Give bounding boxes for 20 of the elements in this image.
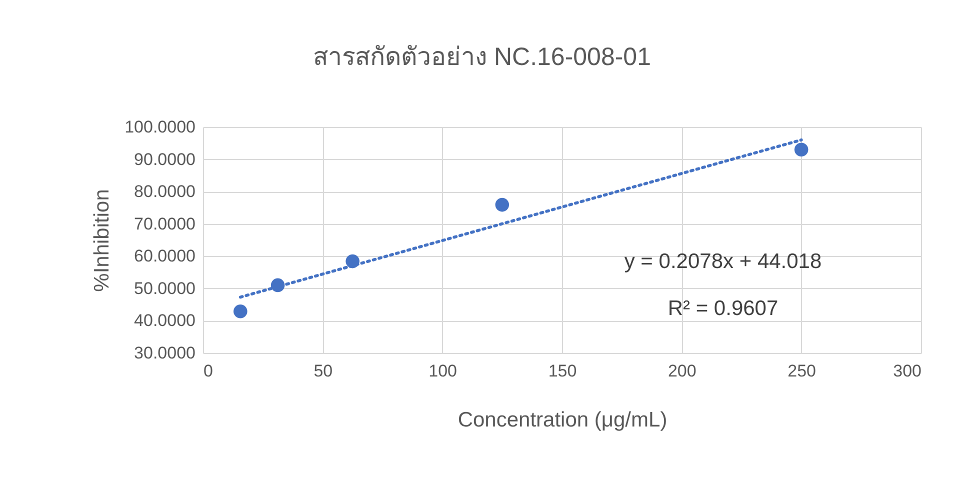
x-tick-label: 50 [314, 362, 333, 380]
y-tick-label: 30.0000 [134, 344, 196, 362]
x-tick-label: 100 [428, 362, 458, 380]
annotation: y = 0.2078x + 44.018 [624, 250, 822, 273]
annotation: R² = 0.9607 [668, 297, 778, 320]
y-tick-label: 40.0000 [134, 311, 196, 330]
y-tick-label: 100.0000 [124, 118, 196, 136]
y-tick-label: 50.0000 [134, 278, 196, 298]
y-axis-title: %Inhibition [90, 189, 114, 292]
y-tick-label: 70.0000 [134, 214, 196, 234]
y-tick-label: 60.0000 [134, 246, 196, 266]
x-tick-label: 250 [788, 362, 816, 380]
x-axis-title: Concentration (μg/mL) [458, 408, 668, 432]
y-tick-label: 90.0000 [134, 150, 196, 169]
chart-title: สารสกัดตัวอย่าง NC.16-008-01 [313, 43, 651, 71]
x-tick-label: 300 [893, 362, 922, 380]
x-tick-label: 150 [548, 362, 577, 380]
x-tick-label: 0 [204, 362, 213, 380]
y-tick-label: 80.0000 [134, 182, 196, 202]
x-tick-label: 200 [668, 362, 696, 380]
